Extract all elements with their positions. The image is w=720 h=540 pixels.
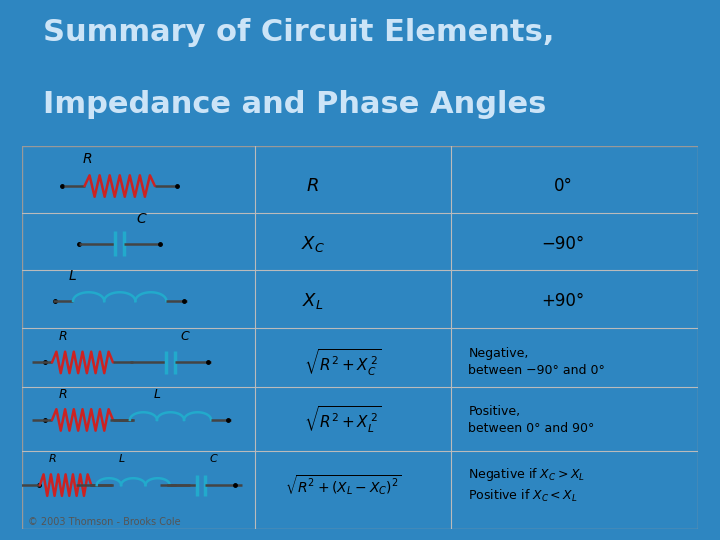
Text: L: L (69, 269, 77, 282)
Text: C: C (181, 330, 189, 343)
Text: 0°: 0° (554, 177, 572, 195)
Text: C: C (209, 454, 217, 464)
Text: Negative,
between −90° and 0°: Negative, between −90° and 0° (468, 347, 606, 377)
Text: R: R (83, 152, 92, 166)
Text: R: R (59, 330, 68, 343)
Text: $R$: $R$ (306, 177, 319, 195)
Text: R: R (59, 388, 68, 401)
Text: R: R (49, 454, 56, 464)
Text: L: L (118, 454, 125, 464)
Text: $\sqrt{R^2 + X_C^{\,2}}$: $\sqrt{R^2 + X_C^{\,2}}$ (305, 347, 382, 377)
Text: $\sqrt{R^2 + (X_L - X_C)^2}$: $\sqrt{R^2 + (X_L - X_C)^2}$ (284, 473, 402, 497)
Text: −90°: −90° (541, 234, 585, 253)
Text: $\sqrt{R^2 + X_L^{\,2}}$: $\sqrt{R^2 + X_L^{\,2}}$ (305, 405, 382, 435)
Text: Impedance and Phase Angles: Impedance and Phase Angles (43, 91, 546, 119)
Text: Positive,
between 0° and 90°: Positive, between 0° and 90° (468, 405, 595, 435)
Text: © 2003 Thomson - Brooks Cole: © 2003 Thomson - Brooks Cole (28, 517, 181, 527)
Text: Negative if $X_C > X_L$
Positive if $X_C < X_L$: Negative if $X_C > X_L$ Positive if $X_C… (468, 466, 585, 504)
Text: Summary of Circuit Elements,: Summary of Circuit Elements, (43, 18, 554, 46)
Text: C: C (137, 212, 146, 226)
Text: $X_L$: $X_L$ (302, 291, 323, 311)
Text: L: L (153, 388, 161, 401)
Text: +90°: +90° (541, 292, 585, 310)
Text: $X_C$: $X_C$ (301, 234, 325, 254)
